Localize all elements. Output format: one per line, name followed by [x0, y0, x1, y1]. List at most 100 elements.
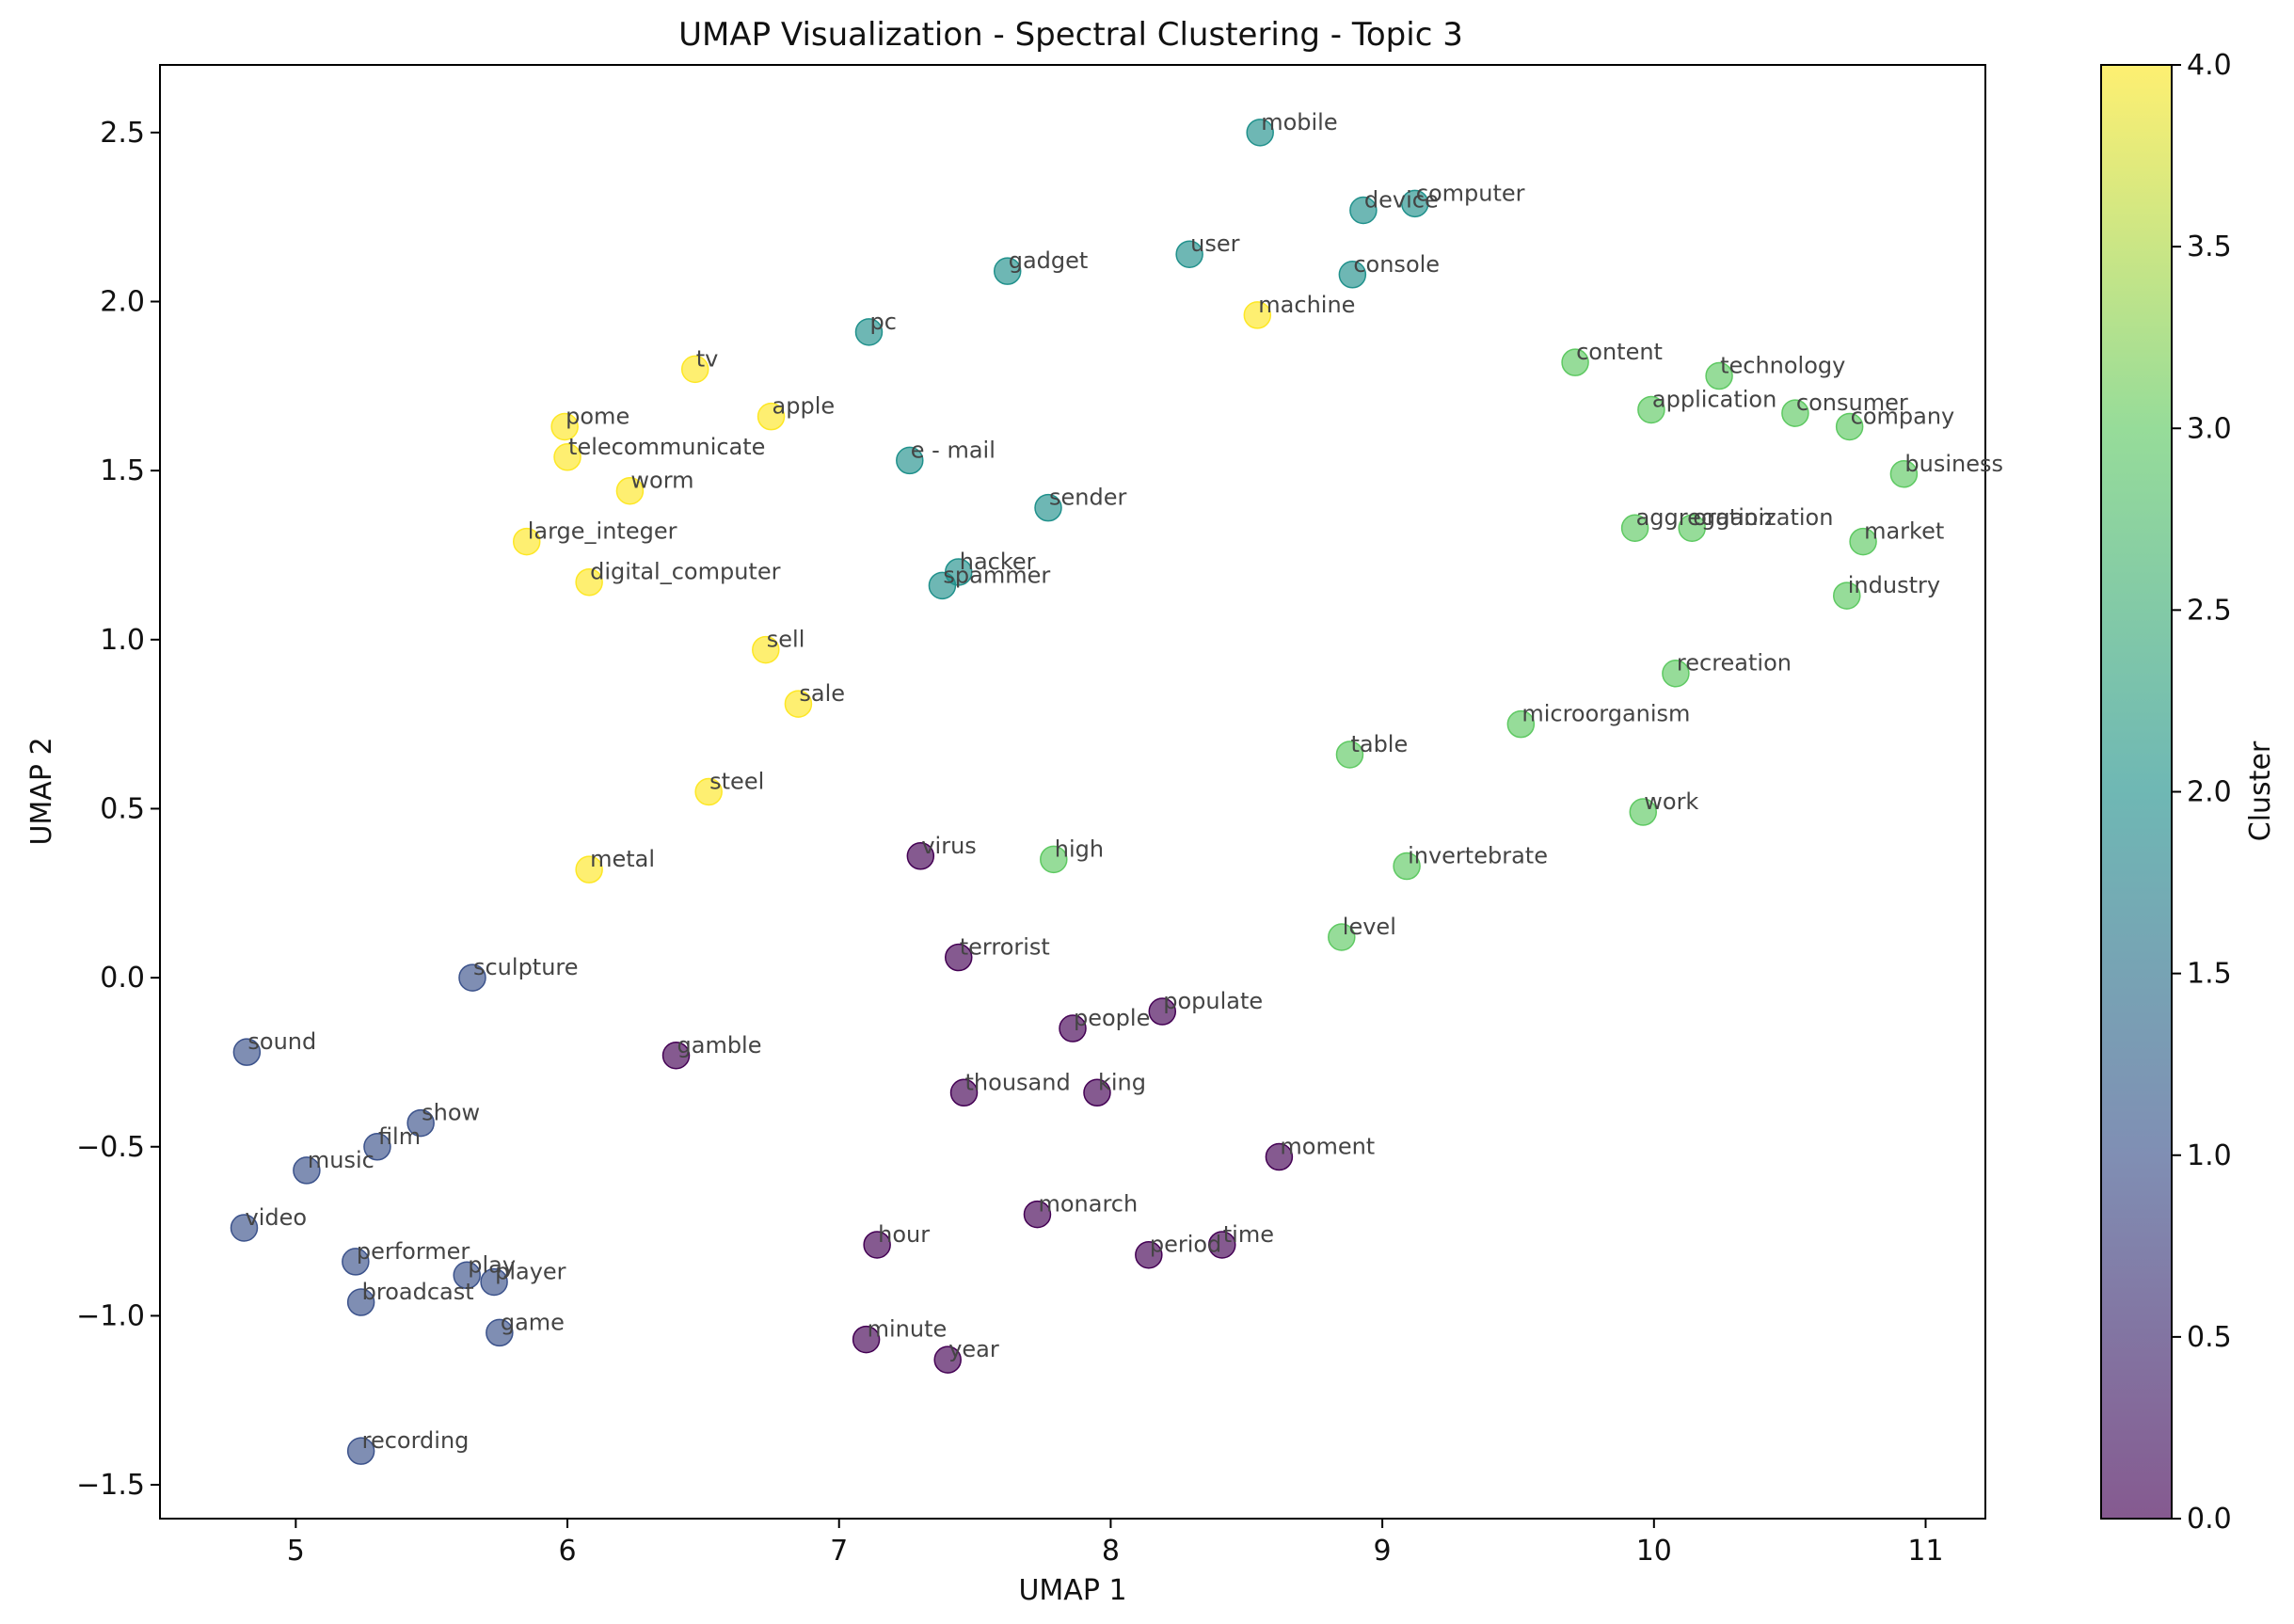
point-technology — [1705, 361, 1733, 390]
colorbar: 0.0 0.5 1.0 1.5 2.0 2.5 3.0 3.5 4.0 Cluster — [2100, 49, 2277, 1536]
point-machine — [1243, 301, 1272, 329]
point-label: level — [1343, 914, 1396, 940]
point-label: populate — [1163, 988, 1263, 1014]
point-organization — [1678, 514, 1706, 542]
point-label: computer — [1416, 180, 1525, 206]
y-axis: −1.5 −1.0 −0.5 0.0 0.5 1.0 1.5 2.0 2.5 — [76, 117, 160, 1502]
point-label: year — [948, 1336, 999, 1362]
colorbar-tick-label: 3.5 — [2187, 231, 2232, 263]
point-sound — [232, 1038, 262, 1066]
point-gamble — [661, 1042, 691, 1070]
point-label: people — [1074, 1005, 1150, 1031]
point-sale — [784, 690, 813, 718]
point-label: king — [1098, 1069, 1146, 1095]
point-minute — [852, 1325, 881, 1354]
point-label: period — [1150, 1232, 1221, 1258]
point-industry — [1833, 581, 1861, 610]
point-label: time — [1223, 1221, 1274, 1248]
point-label: pc — [869, 309, 896, 335]
point-aggregation — [1620, 514, 1649, 542]
point-label: work — [1644, 788, 1698, 815]
point-label: hacker — [960, 549, 1036, 575]
point-label: user — [1190, 231, 1239, 257]
point-label: gamble — [677, 1032, 762, 1059]
colorbar-tick-label: 1.5 — [2187, 958, 2232, 991]
point-telecommunicate — [553, 443, 581, 471]
y-tick-label: −0.5 — [76, 1131, 145, 1164]
point-label: monarch — [1038, 1191, 1138, 1218]
point-label: performer — [357, 1238, 470, 1265]
point-period — [1135, 1240, 1163, 1269]
point-virus — [906, 842, 935, 870]
point-label: console — [1353, 251, 1440, 278]
point-label: show — [422, 1100, 480, 1126]
colorbar-gradient — [2100, 64, 2173, 1520]
point-content — [1561, 348, 1589, 376]
point-level — [1328, 923, 1356, 951]
point-label: large_integer — [528, 518, 677, 545]
point-label: sound — [247, 1028, 316, 1055]
point-label: recreation — [1677, 650, 1792, 677]
point-label: application — [1652, 386, 1776, 412]
x-axis-label: UMAP 1 — [1018, 1574, 1126, 1607]
point-market — [1849, 527, 1877, 556]
colorbar-tick-label: 0.5 — [2187, 1321, 2232, 1354]
point-hour — [863, 1231, 891, 1259]
point-label: telecommunicate — [568, 434, 765, 460]
point-film — [363, 1133, 391, 1161]
point-label: company — [1851, 403, 1955, 429]
point-label: moment — [1280, 1134, 1375, 1160]
colorbar-ticks: 0.0 0.5 1.0 1.5 2.0 2.5 3.0 3.5 4.0 — [2172, 49, 2232, 1536]
point-label: table — [1350, 731, 1408, 757]
point-game — [486, 1318, 514, 1347]
point-recording — [346, 1437, 375, 1465]
x-tick-label: 5 — [287, 1535, 305, 1568]
point-label: organization — [1693, 504, 1833, 531]
point-label: business — [1904, 451, 2003, 477]
point-label: play — [468, 1251, 516, 1278]
point-microorganism — [1506, 709, 1536, 739]
y-tick-label: 0.0 — [100, 962, 145, 995]
x-tick-label: 10 — [1636, 1535, 1672, 1568]
point-label: industry — [1848, 572, 1940, 598]
y-tick-label: −1.5 — [76, 1469, 145, 1502]
colorbar-tick-label: 0.0 — [2187, 1503, 2232, 1536]
point-label: device — [1364, 187, 1439, 214]
point-label: machine — [1258, 292, 1355, 318]
point-gadget — [993, 257, 1022, 285]
point-label: video — [245, 1204, 307, 1231]
point-label: digital_computer — [590, 559, 780, 585]
point-king — [1083, 1078, 1111, 1107]
point-label: minute — [868, 1316, 948, 1343]
point-large-integer — [512, 527, 541, 556]
point-computer — [1401, 189, 1429, 218]
point-label: thousand — [965, 1069, 1071, 1095]
y-tick-label: 2.0 — [100, 286, 145, 319]
point-label: technology — [1720, 353, 1845, 379]
point-label: hour — [878, 1221, 930, 1248]
point-application — [1637, 395, 1665, 424]
point-people — [1059, 1014, 1087, 1043]
point-label: consumer — [1796, 390, 1908, 416]
point-label: player — [495, 1258, 566, 1284]
point-table — [1335, 740, 1364, 769]
point-show — [406, 1108, 435, 1138]
point-device — [1349, 196, 1378, 225]
point-label: tv — [696, 345, 719, 372]
x-axis: 5 6 7 8 9 10 11 — [287, 1519, 1944, 1568]
point-high — [1040, 845, 1068, 874]
point-label: pome — [566, 403, 629, 429]
point-moment — [1265, 1142, 1294, 1171]
point-digital-computer — [575, 567, 603, 597]
colorbar-tick-label: 2.0 — [2187, 776, 2232, 809]
point-video — [230, 1214, 259, 1242]
colorbar-tick-label: 1.0 — [2187, 1139, 2232, 1172]
point-business — [1889, 460, 1919, 488]
chart-title: UMAP Visualization - Spectral Clustering… — [678, 16, 1463, 54]
point-tv — [680, 355, 709, 384]
point-work — [1629, 798, 1657, 826]
point-label: spammer — [943, 562, 1050, 588]
y-axis-label: UMAP 2 — [25, 737, 58, 845]
